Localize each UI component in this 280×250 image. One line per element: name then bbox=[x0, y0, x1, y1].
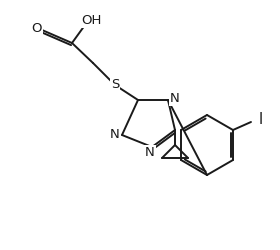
Text: O: O bbox=[32, 22, 42, 35]
Text: N: N bbox=[110, 128, 120, 140]
Text: OH: OH bbox=[81, 14, 101, 26]
Text: S: S bbox=[111, 78, 119, 92]
Text: N: N bbox=[170, 92, 180, 104]
Text: I: I bbox=[259, 112, 263, 128]
Text: N: N bbox=[145, 146, 155, 160]
